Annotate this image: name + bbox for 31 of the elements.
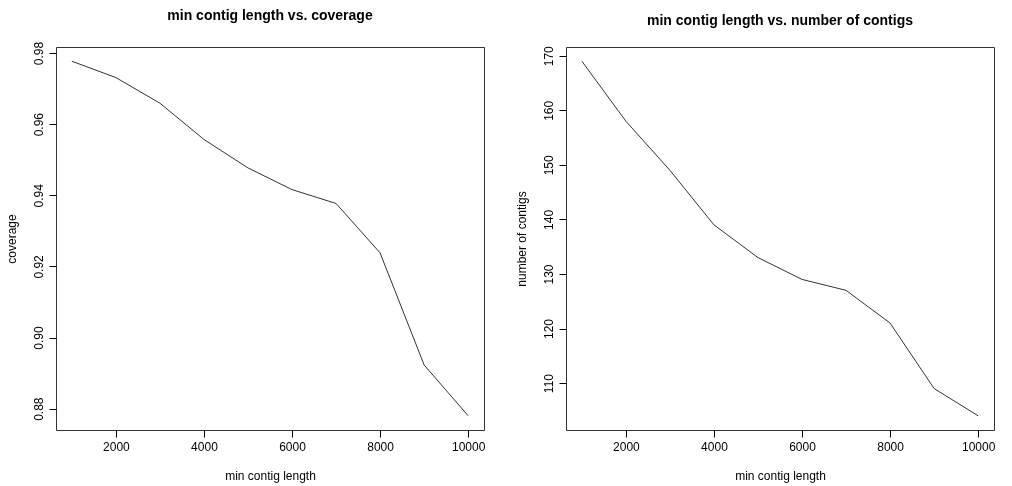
y-axis-title: number of contigs: [514, 191, 529, 287]
x-tick-label: 6000: [789, 439, 817, 454]
x-tick-label: 2000: [103, 439, 131, 454]
y-tick-label: 0.92: [31, 254, 46, 279]
x-tick-label: 10000: [451, 439, 486, 454]
y-tick-label: 0.98: [31, 41, 46, 66]
x-tick-label: 10000: [961, 439, 996, 454]
x-tick-label: 8000: [367, 439, 395, 454]
y-tick-label: 0.94: [31, 183, 46, 208]
x-axis-title: min contig length: [225, 468, 316, 483]
chart-title: min contig length vs. coverage: [167, 7, 373, 24]
line-series: [581, 60, 979, 417]
x-tick-label: 6000: [279, 439, 307, 454]
y-tick-label: 130: [541, 264, 556, 285]
y-axis-title: coverage: [4, 214, 19, 264]
x-tick-label: 4000: [701, 439, 729, 454]
y-tick-label: 0.88: [31, 397, 46, 421]
chart-title: min contig length vs. number of contigs: [646, 11, 914, 28]
y-tick-label: 170: [541, 45, 556, 67]
y-tick-label: 140: [541, 209, 556, 230]
y-tick-label: 0.90: [31, 326, 46, 350]
x-tick-label: 2000: [613, 439, 641, 454]
y-tick-label: 110: [541, 373, 556, 394]
x-tick-label: 8000: [877, 439, 905, 454]
x-tick-label: 4000: [191, 439, 219, 454]
y-tick-label: 120: [541, 318, 556, 340]
line-series: [71, 60, 469, 417]
y-tick-label: 160: [541, 100, 556, 121]
y-tick-label: 150: [541, 155, 556, 176]
x-axis-title: min contig length: [735, 468, 826, 483]
y-tick-label: 0.96: [31, 112, 46, 137]
